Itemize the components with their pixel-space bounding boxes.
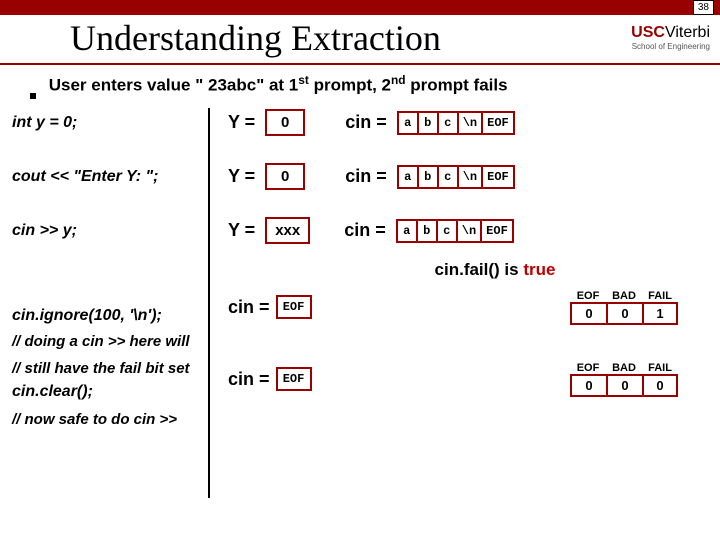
logo-sub: School of Engineering [632, 42, 710, 51]
cin-buffer: a b c \n EOF [397, 165, 515, 189]
usc-logo: USCViterbi School of Engineering [631, 24, 710, 53]
code-text: cin.clear(); [12, 383, 208, 401]
flag-table: EOF BAD FAIL 0 0 1 [570, 290, 678, 325]
cin-buffer: EOF [276, 295, 312, 319]
code-text: cin.ignore(100, '\n'); [12, 307, 208, 325]
y-label: Y = [228, 112, 255, 133]
bullet-icon [30, 93, 36, 99]
cin-buffer: EOF [276, 367, 312, 391]
cin-buffer: a b c \n EOF [397, 111, 515, 135]
code-comment: // doing a cin >> here will [12, 331, 708, 352]
code-text: cout << "Enter Y: "; [12, 168, 208, 186]
y-value: xxx [265, 217, 310, 244]
cin-label: cin = [345, 112, 387, 133]
logo-viterbi: Viterbi [665, 24, 710, 41]
y-value: 0 [265, 109, 305, 136]
flag-table: EOF BAD FAIL 0 0 0 [570, 362, 678, 397]
code-row: int y = 0; Y = 0 cin = a b c \n EOF [12, 108, 708, 138]
divider [208, 108, 210, 498]
y-value: 0 [265, 163, 305, 190]
code-comment: // still have the fail bit set [12, 358, 208, 379]
code-comment: // now safe to do cin >> [12, 409, 708, 430]
code-row: cin.ignore(100, '\n'); cin = EOF EOF BAD… [12, 290, 708, 325]
logo-usc: USC [631, 24, 665, 41]
code-text: int y = 0; [12, 114, 208, 132]
header: Understanding Extraction USCViterbi Scho… [0, 15, 720, 65]
cin-buffer: a b c \n EOF [396, 219, 514, 243]
slide-title: Understanding Extraction [10, 17, 631, 59]
code-text: cin >> y; [12, 222, 208, 240]
code-row: cin >> y; Y = xxx cin = a b c \n EOF [12, 216, 708, 246]
fail-status: cin.fail() is true [12, 260, 708, 280]
code-row: // still have the fail bit set cin.clear… [12, 358, 708, 401]
code-row: cout << "Enter Y: "; Y = 0 cin = a b c \… [12, 162, 708, 192]
page-number: 38 [693, 0, 714, 15]
bullet-text: User enters value " 23abc" at 1st prompt… [0, 65, 720, 108]
